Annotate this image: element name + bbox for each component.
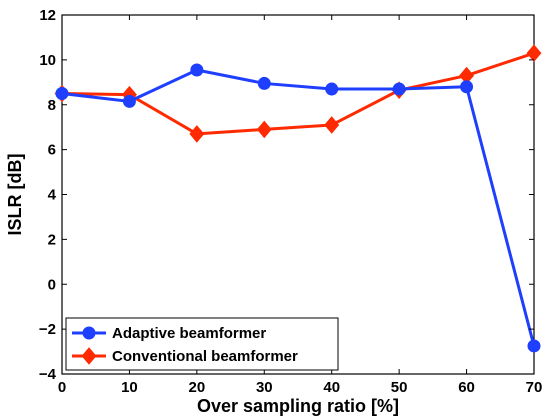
x-tick-label: 30 xyxy=(256,379,273,396)
data-point xyxy=(460,80,474,94)
data-point xyxy=(392,82,406,96)
y-tick-label: 10 xyxy=(39,52,56,69)
x-tick-label: 40 xyxy=(323,379,340,396)
series-layer xyxy=(54,44,542,353)
data-point xyxy=(325,82,339,96)
data-point xyxy=(122,94,136,108)
data-point xyxy=(190,63,204,77)
y-tick-label: 4 xyxy=(48,187,57,204)
y-tick-label: 8 xyxy=(48,97,56,114)
legend-marker xyxy=(81,347,97,365)
x-tick-label: 70 xyxy=(526,379,543,396)
x-tick-label: 10 xyxy=(121,379,138,396)
plot-area xyxy=(61,14,535,375)
series-line xyxy=(61,68,536,347)
x-tick-label: 20 xyxy=(189,379,206,396)
data-point xyxy=(527,339,541,353)
data-point xyxy=(324,116,340,134)
data-point xyxy=(256,120,272,139)
data-point xyxy=(526,44,542,62)
legend-marker xyxy=(82,326,96,340)
x-tick-label: 60 xyxy=(458,379,475,396)
plot-frame xyxy=(61,14,535,375)
legend-label: Conventional beamformer xyxy=(112,348,298,365)
x-tick-label: 0 xyxy=(58,379,66,396)
legend-item: Conventional beamformer xyxy=(72,347,298,365)
y-tick-label: 2 xyxy=(48,231,56,248)
y-tick-label: 0 xyxy=(48,276,56,293)
y-tick-label: 12 xyxy=(39,7,56,24)
data-point xyxy=(189,125,205,143)
y-tick-label: −4 xyxy=(39,366,57,383)
x-tick-label: 50 xyxy=(391,379,408,396)
x-axis-title: Over sampling ratio [%] xyxy=(197,396,399,416)
legend-label: Adaptive beamformer xyxy=(112,325,266,342)
legend-box xyxy=(65,317,339,371)
data-point xyxy=(257,76,271,90)
data-point xyxy=(55,87,69,101)
ticks-layer: 0 10 20 30 40 50 60 70 −4 −2 0 2 4 6 8 10 12 xyxy=(39,7,542,396)
legend: Adaptive beamformer Conventional beamform… xyxy=(65,317,339,371)
y-axis-title: ISLR [dB] xyxy=(5,154,25,236)
series-line xyxy=(61,51,535,136)
series-adaptive xyxy=(55,63,541,353)
y-tick-label: −2 xyxy=(39,321,56,338)
y-tick-label: 6 xyxy=(48,142,56,159)
legend-item: Adaptive beamformer xyxy=(72,325,266,342)
series-conventional xyxy=(54,44,542,143)
